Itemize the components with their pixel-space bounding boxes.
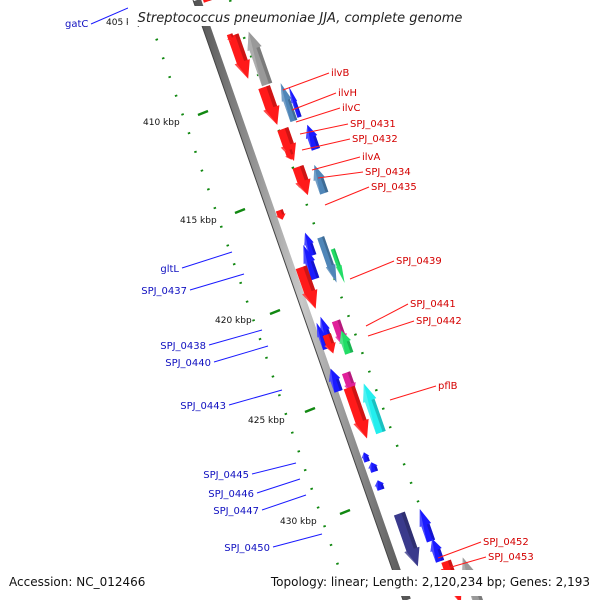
leader-right-4 (301, 138, 351, 151)
gene-label-pflB[interactable]: pflB (438, 381, 458, 392)
gene-label-SPJ_0432[interactable]: SPJ_0432 (352, 134, 398, 145)
leader-right-1 (291, 92, 337, 111)
genome-backbone (193, 0, 411, 600)
leader-left-6 (251, 462, 297, 475)
map-title: Streptococcus pneumoniae JJA, complete g… (138, 11, 463, 26)
gene-label-SPJ_0439[interactable]: SPJ_0439 (396, 256, 442, 267)
gene-label-SPJ_0438[interactable]: SPJ_0438 (160, 341, 206, 352)
gene-ilvC[interactable] (302, 123, 322, 152)
gene-label-SPJ_0435[interactable]: SPJ_0435 (371, 182, 417, 193)
leader-right-6 (317, 171, 364, 179)
tick-label-425: 425 kbp (248, 416, 285, 426)
tick-label-415: 415 kbp (180, 216, 217, 226)
tick-label-410: 410 kbp (143, 118, 180, 128)
gene-SPJ_0439[interactable] (294, 265, 324, 312)
gene-label-SPJ_0441[interactable]: SPJ_0441 (410, 299, 456, 310)
leader-right-3 (299, 123, 349, 135)
gene-label-SPJ_0453[interactable]: SPJ_0453 (488, 552, 534, 563)
gene-label-SPJ_0452[interactable]: SPJ_0452 (483, 537, 529, 548)
gene-pflB-b[interactable] (357, 381, 387, 435)
gene-SPJ_0442[interactable] (336, 329, 355, 356)
gene-SPJ_0432[interactable] (284, 149, 297, 162)
gene-SPJ_0437c[interactable] (298, 243, 321, 281)
gene-SPJ_0441[interactable] (321, 333, 339, 356)
gene-label-ilvC[interactable]: ilvC (342, 103, 360, 114)
gene-label-SPJ_0450[interactable]: SPJ_0450 (224, 543, 270, 554)
tick-label-420: 420 kbp (215, 316, 252, 326)
gene-SPJ_0429[interactable] (242, 29, 275, 87)
gene-label-SPJ_0434[interactable]: SPJ_0434 (365, 167, 411, 178)
gene-SPJ_0437b[interactable] (330, 248, 348, 284)
gene-SPJ_0435[interactable] (275, 209, 288, 222)
leader-left-4 (213, 345, 269, 363)
gene-ilvB[interactable] (256, 84, 285, 127)
gene-label-SPJ_0440[interactable]: SPJ_0440 (165, 358, 211, 369)
tick-mark-5 (339, 508, 351, 516)
gene-SPJ_0445[interactable] (360, 451, 371, 463)
gene-SPJ_0429b[interactable] (226, 33, 236, 43)
gene-SPJ_0434[interactable] (309, 163, 330, 195)
backbone-edge (192, 0, 404, 600)
gene-label-SPJ_0437[interactable]: SPJ_0437 (141, 286, 187, 297)
tick-label-405: 405 kbp (106, 18, 143, 28)
leader-left-8 (261, 494, 307, 511)
gene-gltL[interactable] (300, 231, 317, 257)
tick-mark-2 (234, 207, 246, 215)
accession-text: Accession: NC_012466 (9, 575, 145, 589)
tick-mark-4 (304, 406, 316, 414)
gene-label-SPJ_0442[interactable]: SPJ_0442 (416, 316, 462, 327)
leader-left-1 (181, 251, 233, 269)
leader-left-5 (228, 389, 283, 406)
gene-label-ilvB[interactable]: ilvB (331, 68, 349, 79)
leader-right-0 (282, 72, 330, 91)
title-backdrop (128, 6, 473, 26)
gene-label-SPJ_0431[interactable]: SPJ_0431 (350, 119, 396, 130)
leader-right-12 (437, 541, 482, 559)
leader-right-9 (365, 303, 409, 327)
gene-pflB[interactable] (342, 385, 375, 441)
gene-SPJ_0447[interactable] (373, 479, 386, 492)
leader-left-2 (189, 273, 245, 291)
leader-right-13 (440, 556, 487, 571)
gene-ilvA[interactable] (290, 164, 315, 198)
gene-label-gatC[interactable]: gatC (65, 19, 88, 30)
leader-right-7 (324, 186, 370, 206)
leader-right-11 (389, 385, 437, 401)
leader-left-7 (256, 478, 301, 494)
gene-SPJ_0437[interactable] (316, 236, 341, 285)
tick-mark-3 (269, 308, 281, 316)
gene-label-gltL[interactable]: gltL (160, 264, 179, 275)
gene-label-SPJ_0446[interactable]: SPJ_0446 (208, 489, 254, 500)
leader-left-3 (208, 329, 263, 346)
tick-mark-1 (197, 109, 209, 117)
gene-ilvH-b[interactable] (286, 86, 302, 118)
gene-label-SPJ_0447[interactable]: SPJ_0447 (213, 506, 259, 517)
gene-SPJ_0428[interactable] (225, 33, 255, 82)
gene-SPJ_0450b[interactable] (414, 507, 437, 543)
leader-left-9 (272, 533, 323, 548)
gene-label-ilvH[interactable]: ilvH (338, 88, 357, 99)
leader-right-8 (349, 260, 395, 280)
gene-SPJ_0443b[interactable] (325, 367, 344, 394)
gene-SPJ_0446[interactable] (367, 461, 380, 474)
leader-right-10 (367, 320, 415, 337)
leader-left-0 (90, 7, 129, 25)
gene-label-SPJ_0443[interactable]: SPJ_0443 (180, 401, 226, 412)
gene-label-ilvA[interactable]: ilvA (362, 152, 380, 163)
gene-label-SPJ_0445[interactable]: SPJ_0445 (203, 470, 249, 481)
genome-stats-text: Topology: linear; Length: 2,120,234 bp; … (270, 575, 590, 589)
leader-right-2 (295, 107, 341, 123)
gene-SPJ_0450[interactable] (392, 511, 426, 569)
footer-backdrop (0, 570, 600, 596)
tick-label-430: 430 kbp (280, 517, 317, 527)
leader-right-5 (311, 156, 361, 171)
